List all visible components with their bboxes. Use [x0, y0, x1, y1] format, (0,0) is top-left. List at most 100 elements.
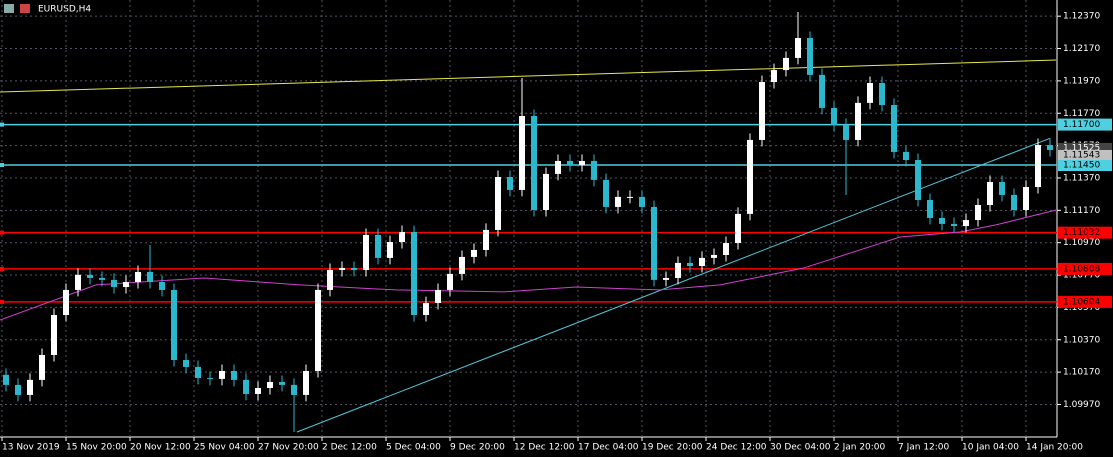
candle-body — [891, 105, 897, 152]
candle-body — [459, 256, 465, 274]
candle-body — [831, 107, 837, 125]
level-label: 1.10604 — [1063, 297, 1100, 307]
candle-body — [447, 273, 453, 290]
candle-body — [903, 151, 909, 161]
y-tick-label: 1.12170 — [1063, 44, 1100, 54]
candle-body — [423, 303, 429, 316]
x-tick-label: 9 Dec 20:00 — [450, 443, 505, 453]
y-tick-label: 1.10170 — [1063, 368, 1100, 378]
candle-body — [483, 229, 489, 250]
candle-body — [591, 160, 597, 180]
candle-body — [519, 116, 525, 190]
x-tick-label: 25 Nov 04:00 — [194, 443, 255, 453]
candle-body — [759, 82, 765, 140]
level-label-bg — [1058, 262, 1112, 275]
candle-body — [567, 160, 573, 166]
candle-body — [687, 262, 693, 266]
candle-body — [399, 232, 405, 243]
candle-body — [87, 274, 93, 278]
candle-body — [135, 271, 141, 283]
x-tick-label: 13 Nov 2019 — [2, 443, 60, 453]
candle-body — [819, 74, 825, 108]
y-tick-label: 1.10970 — [1063, 238, 1100, 248]
candle-body — [315, 289, 321, 371]
level-label: 1.11450 — [1063, 161, 1100, 171]
x-tick-label: 19 Dec 20:00 — [642, 443, 703, 453]
price-label: 1.11543 — [1063, 150, 1100, 160]
candle-body — [639, 196, 645, 207]
level-label-bg — [1058, 159, 1112, 172]
chart-title: EURUSD,H4 — [38, 5, 91, 15]
candle-body — [231, 370, 237, 380]
x-tick-label: 24 Dec 12:00 — [706, 443, 767, 453]
candle-body — [627, 196, 633, 198]
x-tick-label: 30 Dec 04:00 — [770, 443, 831, 453]
candle-body — [1023, 187, 1029, 211]
level-handle — [0, 266, 4, 271]
candle-body — [375, 234, 381, 258]
y-tick-label: 1.11170 — [1063, 206, 1100, 216]
level-handle — [0, 122, 4, 127]
candle-body — [27, 379, 33, 395]
candle-body — [879, 82, 885, 106]
candle-body — [303, 370, 309, 395]
candle-body — [99, 277, 105, 280]
candle-body — [63, 289, 69, 316]
candle-body — [795, 38, 801, 58]
candle-body — [531, 116, 537, 211]
candle-body — [147, 271, 153, 283]
candle-body — [15, 384, 21, 395]
candle-body — [1047, 144, 1053, 150]
x-tick-label: 2 Jan 20:00 — [834, 443, 886, 453]
y-tick-label: 1.10370 — [1063, 335, 1100, 345]
candle-body — [807, 38, 813, 75]
x-tick-label: 7 Jan 12:00 — [898, 443, 950, 453]
candle-body — [291, 384, 297, 395]
candle-body — [723, 243, 729, 255]
candle-body — [951, 223, 957, 227]
y-tick-label: 1.10770 — [1063, 271, 1100, 281]
x-tick-label: 5 Dec 04:00 — [386, 443, 441, 453]
x-tick-label: 20 Nov 12:00 — [130, 443, 191, 453]
candle-body — [411, 232, 417, 316]
candle-body — [699, 257, 705, 266]
candle-body — [195, 366, 201, 378]
candle-body — [351, 267, 357, 271]
candle-body — [39, 354, 45, 380]
candle-body — [243, 379, 249, 394]
x-tick-label: 15 Nov 20:00 — [66, 443, 127, 453]
x-tick-label: 12 Dec 12:00 — [514, 443, 575, 453]
level-label: 1.11032 — [1063, 228, 1100, 238]
price-label-bg — [1058, 142, 1112, 153]
candle-body — [939, 217, 945, 224]
symbol-icon — [20, 4, 30, 13]
candle-body — [267, 381, 273, 388]
candle-body — [987, 182, 993, 205]
candle-body — [555, 160, 561, 174]
x-tick-label: 10 Jan 04:00 — [962, 443, 1019, 453]
candle-body — [651, 206, 657, 280]
candle-body — [111, 279, 117, 288]
level-label-bg — [1058, 226, 1112, 239]
trend-line — [0, 59, 1057, 93]
candle-body — [471, 249, 477, 257]
candle-body — [363, 234, 369, 271]
price-label: 1.11525 — [1063, 143, 1100, 153]
candle-body — [327, 270, 333, 290]
candle-body — [867, 82, 873, 103]
candle-body — [3, 374, 9, 385]
candle-body — [123, 282, 129, 288]
y-tick-label: 1.12370 — [1063, 12, 1100, 22]
candle-body — [219, 370, 225, 379]
candle-body — [747, 139, 753, 214]
candle-body — [843, 124, 849, 140]
candle-body — [915, 160, 921, 200]
candle-body — [783, 57, 789, 71]
y-tick-label: 1.10570 — [1063, 303, 1100, 313]
candle-body — [279, 381, 285, 385]
candle-body — [975, 204, 981, 221]
candle-body — [999, 182, 1005, 195]
